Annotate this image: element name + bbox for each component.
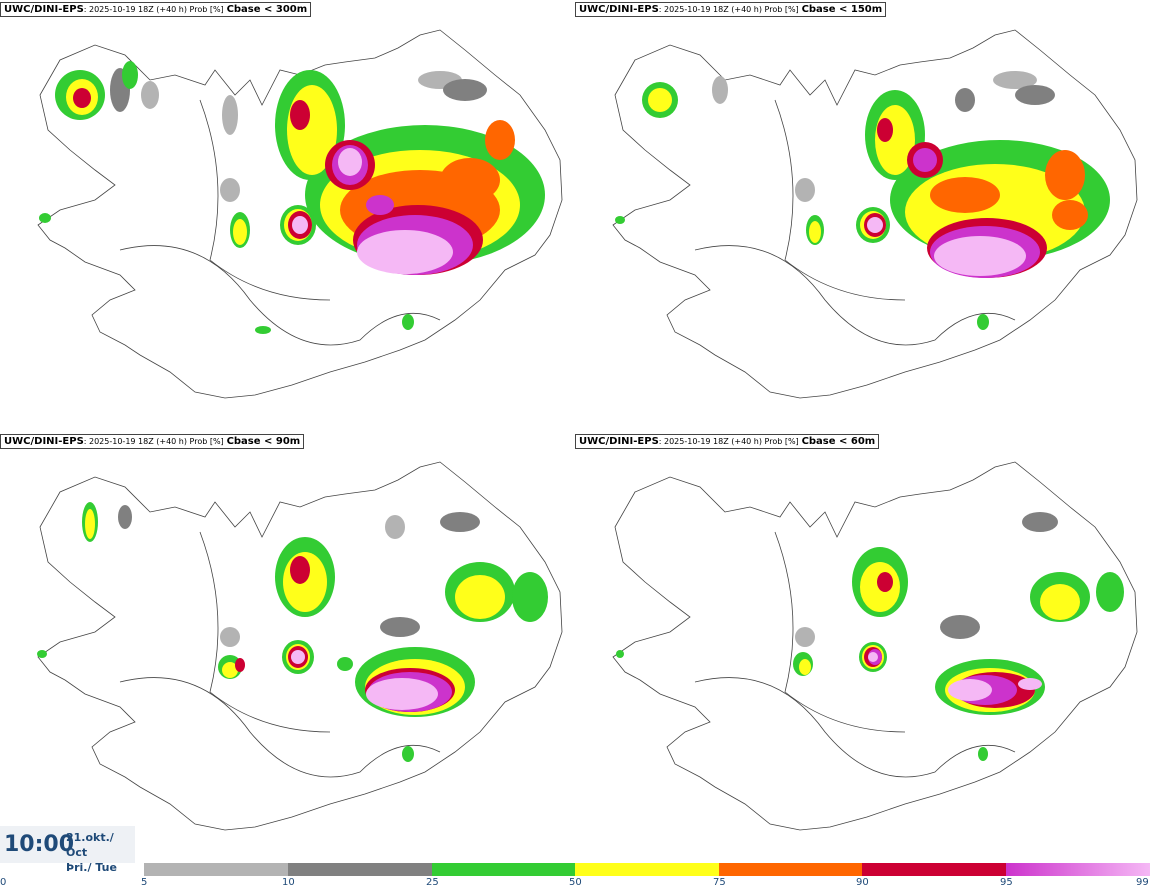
legend-bin-5-10 [144,863,288,876]
iceland-map [612,29,1138,399]
panel-title: UWC/DINI-EPS: 2025-10-19 18Z (+40 h) Pro… [0,434,305,449]
panel-title: UWC/DINI-EPS: 2025-10-19 18Z (+40 h) Pro… [0,2,312,17]
valid-time-box: 10:00 21.okt./ Oct Þri./ Tue [0,826,135,874]
map-panel-cbase-300: UWC/DINI-EPS: 2025-10-19 18Z (+40 h) Pro… [0,0,575,432]
legend-tick: 10 [282,877,295,888]
valid-date-line: 21.okt./ Oct [66,831,114,859]
legend-tick: 99 [1136,877,1149,888]
legend-bin-90-95 [862,863,1006,876]
legend-tick: 75 [713,877,726,888]
valid-date: 21.okt./ Oct Þri./ Tue [66,830,135,875]
legend-bin-25-50 [432,863,575,876]
legend-bin-75-90 [719,863,862,876]
legend-tick: 0 [0,877,7,888]
panel-title: UWC/DINI-EPS: 2025-10-19 18Z (+40 h) Pro… [575,2,887,17]
legend-tick: 5 [141,877,148,888]
iceland-map [612,461,1138,831]
legend-bin-10-25 [288,863,432,876]
iceland-map [37,461,563,831]
legend-tick: 50 [569,877,582,888]
iceland-map [37,29,563,399]
legend-tick: 90 [856,877,869,888]
valid-day-line: Þri./ Tue [66,861,117,874]
valid-time: 10:00 [4,832,75,857]
probability-legend: 0 5 10 25 50 75 90 95 99 [0,862,1150,891]
map-panel-cbase-60: UWC/DINI-EPS: 2025-10-19 18Z (+40 h) Pro… [575,432,1150,864]
map-panel-cbase-150: UWC/DINI-EPS: 2025-10-19 18Z (+40 h) Pro… [575,0,1150,432]
legend-bin-95-99 [1006,863,1150,876]
legend-tick: 95 [1000,877,1013,888]
map-panel-cbase-90: UWC/DINI-EPS: 2025-10-19 18Z (+40 h) Pro… [0,432,575,864]
panel-title: UWC/DINI-EPS: 2025-10-19 18Z (+40 h) Pro… [575,434,880,449]
legend-bin-50-75 [575,863,719,876]
legend-tick: 25 [426,877,439,888]
